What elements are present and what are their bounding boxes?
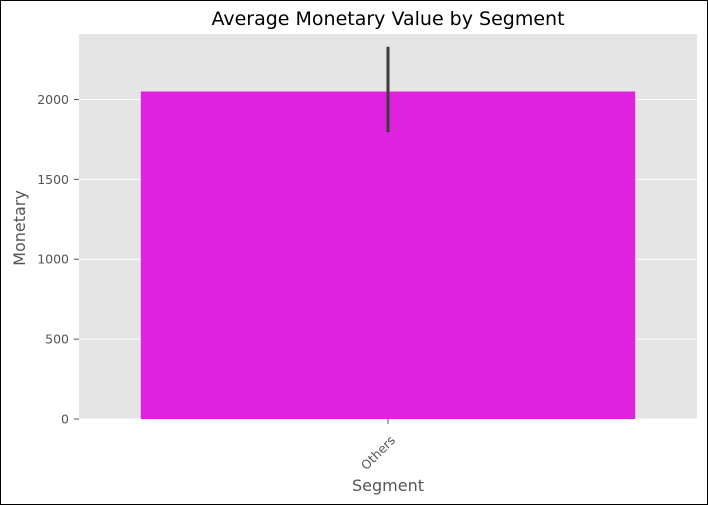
y-tick-label: 2000 [37,92,69,107]
bar [140,91,636,419]
y-axis-label: Monetary [10,190,29,266]
y-tick-label: 500 [45,332,69,347]
y-tick-label: 0 [61,412,69,427]
y-tick-label: 1500 [37,172,69,187]
tick-marks [74,98,389,424]
chart-title: Average Monetary Value by Segment [211,8,564,30]
y-tick-label: 1000 [37,252,69,267]
x-tick-labels: Others [358,433,398,473]
bars [140,91,636,419]
y-tick-labels: 0 500 1000 1500 2000 [37,92,69,427]
x-axis-label: Segment [352,476,424,495]
x-tick-label: Others [358,433,398,473]
